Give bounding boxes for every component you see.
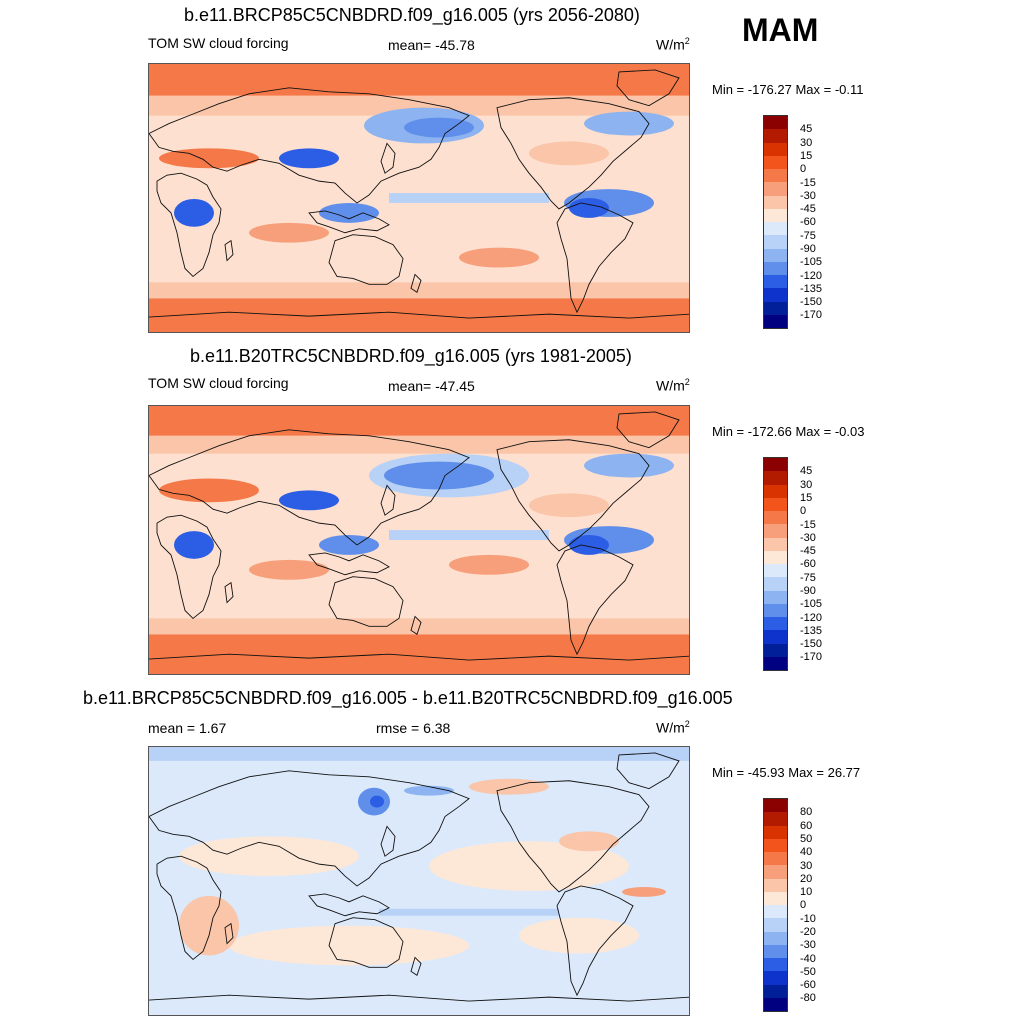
cb2-tick: -75 — [800, 572, 816, 584]
cb2-tick: 45 — [800, 465, 813, 477]
cb3-tick: 60 — [800, 820, 813, 832]
cb2-tick: -170 — [800, 651, 823, 663]
cb1-tick: 0 — [800, 163, 807, 175]
cb3-tick: -50 — [800, 966, 816, 978]
cb1-tick: -30 — [800, 190, 816, 202]
cb2-tick: -105 — [800, 598, 823, 610]
panel-3-rmse: rmse = 6.38 — [376, 720, 451, 736]
cb1-tick: 30 — [800, 137, 813, 149]
cb1-tick: -150 — [800, 296, 823, 308]
cb3-tick: 0 — [800, 899, 807, 911]
panel-3-title: b.e11.BRCP85C5CNBDRD.f09_g16.005 - b.e11… — [83, 688, 733, 708]
panel-3-minmax: Min = -45.93 Max = 26.77 — [712, 765, 861, 780]
panel-2-units: W/m2 — [656, 377, 690, 394]
cb1-tick: -60 — [800, 216, 816, 228]
panel-1-map — [148, 63, 690, 333]
cb2-tick: -120 — [800, 612, 823, 624]
panel-2-title: b.e11.B20TRC5CNBDRD.f09_g16.005 (yrs 198… — [190, 346, 632, 366]
cb2-tick: 0 — [800, 505, 807, 517]
cb3-tick: -20 — [800, 926, 816, 938]
cb3-tick: -80 — [800, 992, 816, 1004]
cb1-tick: 15 — [800, 150, 813, 162]
cb3-tick: 40 — [800, 846, 813, 858]
cb2-tick: -30 — [800, 532, 816, 544]
cb3-tick: 80 — [800, 806, 813, 818]
panel-1-variable: TOM SW cloud forcing — [148, 35, 289, 51]
cb1-tick: -45 — [800, 203, 816, 215]
cb2-tick: -60 — [800, 558, 816, 570]
panel-1-units: W/m2 — [656, 36, 690, 53]
cb1-tick: 45 — [800, 123, 813, 135]
cb3-tick: -10 — [800, 913, 816, 925]
panel-3-colorbar — [763, 798, 788, 1012]
cb3-tick: 20 — [800, 873, 813, 885]
cb1-tick: -135 — [800, 283, 823, 295]
cb3-tick: -60 — [800, 979, 816, 991]
cb1-tick: -105 — [800, 256, 823, 268]
cb2-tick: -45 — [800, 545, 816, 557]
panel-2-colorbar — [763, 457, 788, 671]
panel-1-colorbar — [763, 115, 788, 329]
cb2-tick: -150 — [800, 638, 823, 650]
cb1-tick: -90 — [800, 243, 816, 255]
panel-3-map — [148, 746, 690, 1016]
season-label: MAM — [742, 12, 819, 48]
cb1-tick: -15 — [800, 177, 816, 189]
cb1-tick: -75 — [800, 230, 816, 242]
cb3-tick: 50 — [800, 833, 813, 845]
panel-1-title: b.e11.BRCP85C5CNBDRD.f09_g16.005 (yrs 20… — [184, 5, 640, 25]
panel-3-mean: mean = 1.67 — [148, 720, 227, 736]
cb3-tick: 10 — [800, 886, 813, 898]
cb2-tick: -15 — [800, 519, 816, 531]
panel-2-map — [148, 405, 690, 675]
panel-2-mean: mean= -47.45 — [388, 378, 475, 394]
cb3-tick: -40 — [800, 953, 816, 965]
cb1-tick: -120 — [800, 270, 823, 282]
cb2-tick: 30 — [800, 479, 813, 491]
cb2-tick: -90 — [800, 585, 816, 597]
cb3-tick: 30 — [800, 860, 813, 872]
cb2-tick: 15 — [800, 492, 813, 504]
panel-2-minmax: Min = -172.66 Max = -0.03 — [712, 424, 865, 439]
cb2-tick: -135 — [800, 625, 823, 637]
cb3-tick: -30 — [800, 939, 816, 951]
panel-2-variable: TOM SW cloud forcing — [148, 375, 289, 391]
panel-1-minmax: Min = -176.27 Max = -0.11 — [712, 82, 864, 97]
panel-3-units: W/m2 — [656, 719, 690, 736]
cb1-tick: -170 — [800, 309, 823, 321]
panel-1-mean: mean= -45.78 — [388, 37, 475, 53]
